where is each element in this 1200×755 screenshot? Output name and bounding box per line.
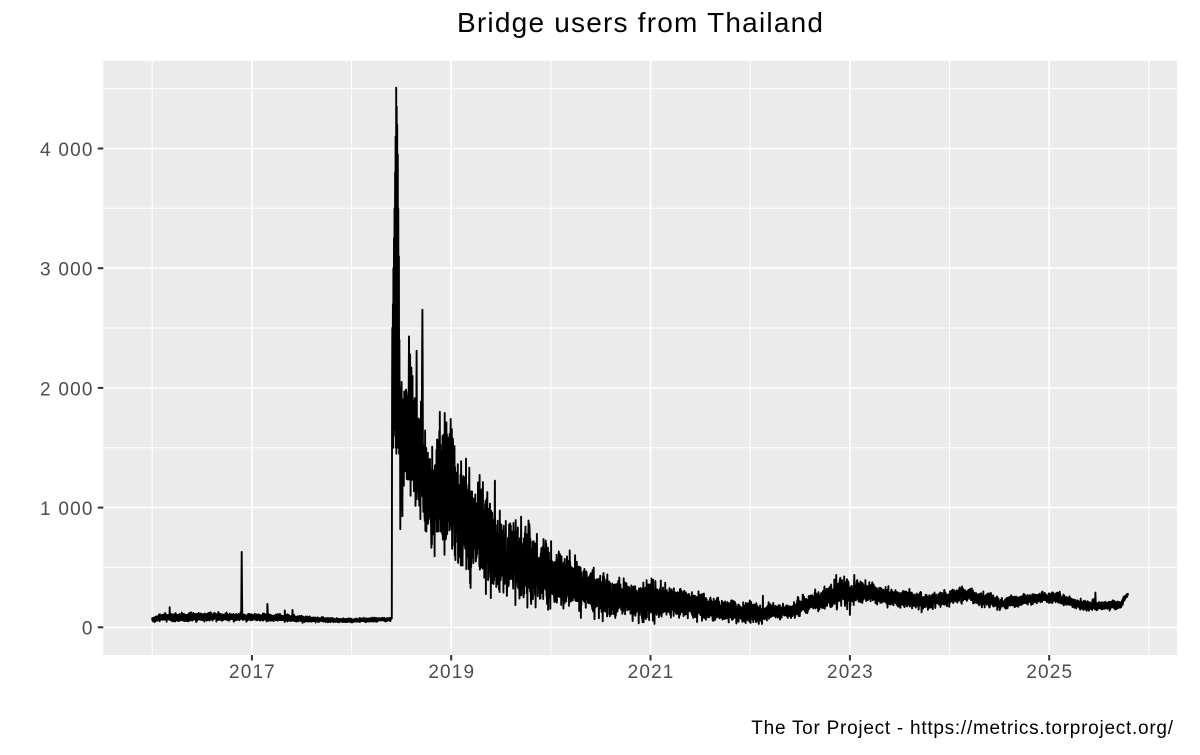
svg-text:2021: 2021 xyxy=(628,662,674,683)
svg-text:2017: 2017 xyxy=(229,662,275,683)
svg-text:1 000: 1 000 xyxy=(40,499,93,520)
svg-text:2023: 2023 xyxy=(827,662,873,683)
svg-text:2019: 2019 xyxy=(428,662,474,683)
svg-text:0: 0 xyxy=(82,619,93,640)
svg-text:The Tor Project - https://metr: The Tor Project - https://metrics.torpro… xyxy=(751,718,1173,739)
svg-text:Bridge users from Thailand: Bridge users from Thailand xyxy=(457,7,823,38)
svg-text:2025: 2025 xyxy=(1026,662,1072,683)
svg-text:2 000: 2 000 xyxy=(40,379,93,400)
svg-text:4 000: 4 000 xyxy=(40,140,93,161)
svg-text:3 000: 3 000 xyxy=(40,260,93,281)
